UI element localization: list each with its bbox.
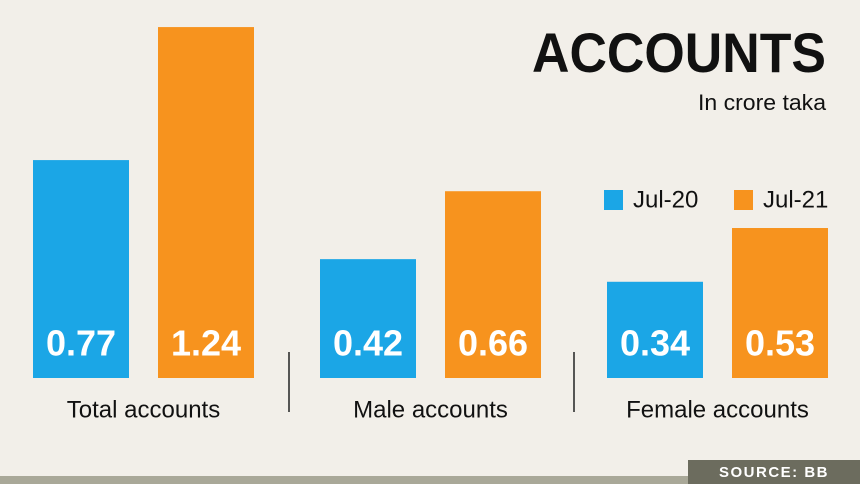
- legend-swatch: [734, 190, 753, 210]
- category-label: Female accounts: [626, 396, 809, 423]
- value-label: 0.42: [333, 323, 403, 364]
- chart-subtitle: In crore taka: [698, 90, 827, 115]
- bar: [33, 160, 129, 378]
- bar: [732, 228, 828, 378]
- source: SOURCE: BB: [719, 464, 829, 481]
- value-label: 0.34: [620, 323, 690, 364]
- value-label: 1.24: [171, 323, 241, 364]
- value-label: 0.53: [745, 323, 815, 364]
- legend-label: Jul-20: [633, 186, 698, 213]
- legend-swatch: [604, 190, 623, 210]
- category-label: Male accounts: [353, 396, 508, 423]
- source-box: [688, 460, 860, 484]
- bar: [607, 281, 703, 378]
- bar: [445, 191, 541, 378]
- bar: [320, 259, 416, 378]
- bar: [158, 27, 254, 379]
- category-label: Total accounts: [67, 396, 220, 423]
- legend-label: Jul-21: [763, 186, 828, 213]
- value-label: 0.77: [46, 323, 116, 364]
- footer-strip: [0, 476, 860, 484]
- value-label: 0.66: [458, 323, 528, 364]
- chart-title: ACCOUNTS: [532, 21, 826, 84]
